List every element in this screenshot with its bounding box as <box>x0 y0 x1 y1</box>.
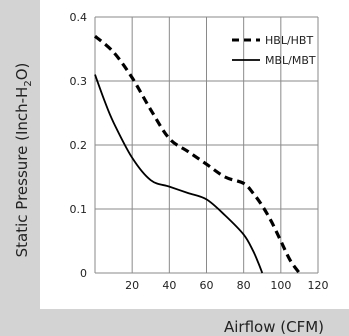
y-tick-label: 0.3 <box>70 75 88 88</box>
y-tick-label: 0.4 <box>70 11 88 24</box>
y-axis-band <box>0 0 40 336</box>
y-axis-label-main: Static Pressure (Inch-H <box>13 87 31 258</box>
y-tick-label: 0.1 <box>70 203 88 216</box>
x-axis-label: Airflow (CFM) <box>224 318 324 336</box>
series-lines <box>93 34 301 274</box>
x-tick-label: 20 <box>125 279 139 292</box>
legend: HBL/HBT MBL/MBT <box>232 34 316 67</box>
legend-label-mbl-mbt: MBL/MBT <box>265 54 316 67</box>
y-axis-label-tail: O) <box>13 63 31 81</box>
x-tick-label: 80 <box>237 279 251 292</box>
y-tick-label: 0.2 <box>70 139 88 152</box>
grid <box>94 16 319 274</box>
y-tick-label: 0 <box>80 267 87 280</box>
x-tick-label: 100 <box>270 279 291 292</box>
y-axis-label: Static Pressure (Inch-H2O) <box>13 63 34 258</box>
x-axis-band <box>0 309 349 336</box>
x-tick-label: 60 <box>200 279 214 292</box>
series-line-mbl-mbt <box>94 74 264 274</box>
x-tick-label: 40 <box>162 279 176 292</box>
tick-labels: 0 0.1 0.2 0.3 0.4 20 40 60 80 100 120 <box>70 11 329 292</box>
y-axis-label-subscript: 2 <box>23 80 34 86</box>
legend-label-hbl-hbt: HBL/HBT <box>265 34 313 47</box>
series-line-hbl-hbt <box>93 34 301 274</box>
x-tick-label: 120 <box>308 279 329 292</box>
